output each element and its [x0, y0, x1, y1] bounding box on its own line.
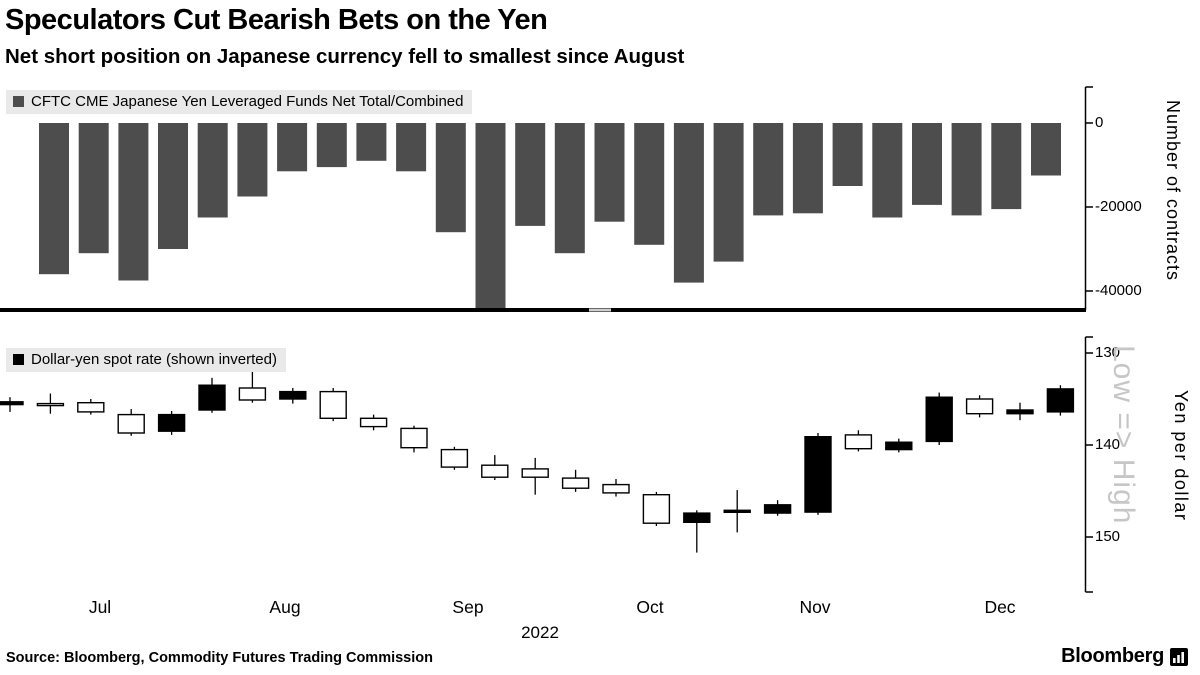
candle-body — [238, 387, 267, 401]
bar-series-swatch-icon — [13, 96, 24, 107]
legend-bottom-panel: Dollar-yen spot rate (shown inverted) — [6, 348, 286, 372]
candle-body — [683, 512, 711, 524]
bloomberg-wordmark: Bloomberg — [1061, 645, 1164, 667]
net-position-bar — [673, 123, 704, 283]
ytick-140: 140 — [1095, 436, 1121, 453]
candle-body — [157, 413, 186, 432]
candle-body — [198, 384, 226, 411]
legend-top-panel: CFTC CME Japanese Yen Leveraged Funds Ne… — [6, 90, 473, 114]
candle-body — [723, 509, 751, 513]
y-axis-title-yen: Yen per dollar — [1171, 390, 1191, 522]
net-position-bar — [237, 123, 268, 197]
bloomberg-logo: Bloomberg — [1061, 645, 1188, 668]
net-position-bar — [753, 123, 784, 216]
chart-svg — [0, 86, 1093, 593]
ytick-neg40000: -40000 — [1095, 282, 1142, 299]
candle-body — [117, 413, 145, 434]
page-subtitle: Net short position on Japanese currency … — [5, 45, 685, 68]
net-position-bar — [832, 123, 863, 186]
candle-body — [1046, 388, 1075, 413]
ytick-neg20000: -20000 — [1095, 198, 1142, 215]
panel-separator — [0, 308, 1086, 312]
candle-body — [77, 402, 105, 413]
xtick-nov: Nov — [799, 597, 831, 617]
candle-body — [481, 464, 509, 478]
candle-body — [763, 504, 792, 514]
xtick-jul: Jul — [88, 597, 112, 617]
page-title: Speculators Cut Bearish Bets on the Yen — [5, 4, 548, 36]
candle-body — [279, 390, 307, 400]
candle-body — [925, 396, 953, 443]
candle-body — [965, 398, 994, 415]
net-position-bar — [991, 123, 1022, 210]
candle-body — [521, 468, 549, 478]
net-position-bar — [792, 123, 823, 214]
xtick-oct: Oct — [636, 597, 664, 617]
xtick-sep: Sep — [452, 597, 484, 617]
candle-body — [561, 477, 590, 489]
net-position-bar — [277, 123, 308, 172]
net-position-bar — [197, 123, 228, 218]
candle-body — [400, 427, 428, 449]
low-high-watermark: Low => High — [1107, 345, 1140, 525]
ytick-0: 0 — [1095, 114, 1104, 131]
net-position-bar — [872, 123, 903, 218]
net-position-bar — [118, 123, 149, 281]
ytick-130: 130 — [1095, 344, 1121, 361]
net-position-bar — [912, 123, 942, 205]
net-position-bar — [594, 123, 625, 222]
candle-body — [440, 448, 469, 468]
net-position-bar — [78, 123, 109, 254]
candle-body — [885, 441, 913, 451]
candle-body — [642, 494, 671, 524]
net-position-bar — [634, 123, 665, 245]
net-position-bar — [554, 123, 585, 254]
candle-body — [36, 402, 65, 407]
y-axis-title-contracts: Number of contracts — [1163, 100, 1183, 282]
candle-body — [0, 401, 24, 406]
source-line: Source: Bloomberg, Commodity Futures Tra… — [6, 650, 433, 666]
net-position-bar — [158, 123, 188, 249]
net-position-bar — [356, 123, 387, 161]
candle-body — [844, 434, 873, 450]
bloomberg-chart-icon — [1170, 647, 1188, 666]
net-position-bar — [316, 123, 347, 168]
candle-body — [602, 483, 630, 494]
xtick-year: 2022 — [521, 623, 559, 642]
candle-body — [804, 436, 832, 513]
net-position-bar — [1031, 123, 1061, 176]
net-position-bar — [951, 123, 982, 216]
xtick-dec: Dec — [984, 597, 1016, 617]
net-position-bar — [515, 123, 546, 226]
pane-divider-handle — [589, 308, 611, 312]
xtick-aug: Aug — [269, 597, 301, 617]
ytick-150: 150 — [1095, 528, 1121, 545]
net-position-bar — [39, 123, 69, 275]
candle-body — [359, 417, 388, 428]
net-position-bar — [713, 123, 744, 262]
legend-bottom-label: Dollar-yen spot rate (shown inverted) — [31, 351, 277, 368]
net-position-bar — [475, 123, 506, 312]
candle-body — [1006, 409, 1034, 415]
legend-top-label: CFTC CME Japanese Yen Leveraged Funds Ne… — [31, 93, 464, 110]
candle-series-swatch-icon — [13, 354, 24, 365]
net-position-bar — [396, 123, 427, 172]
net-position-bar — [435, 123, 466, 233]
candle-body — [319, 390, 347, 420]
